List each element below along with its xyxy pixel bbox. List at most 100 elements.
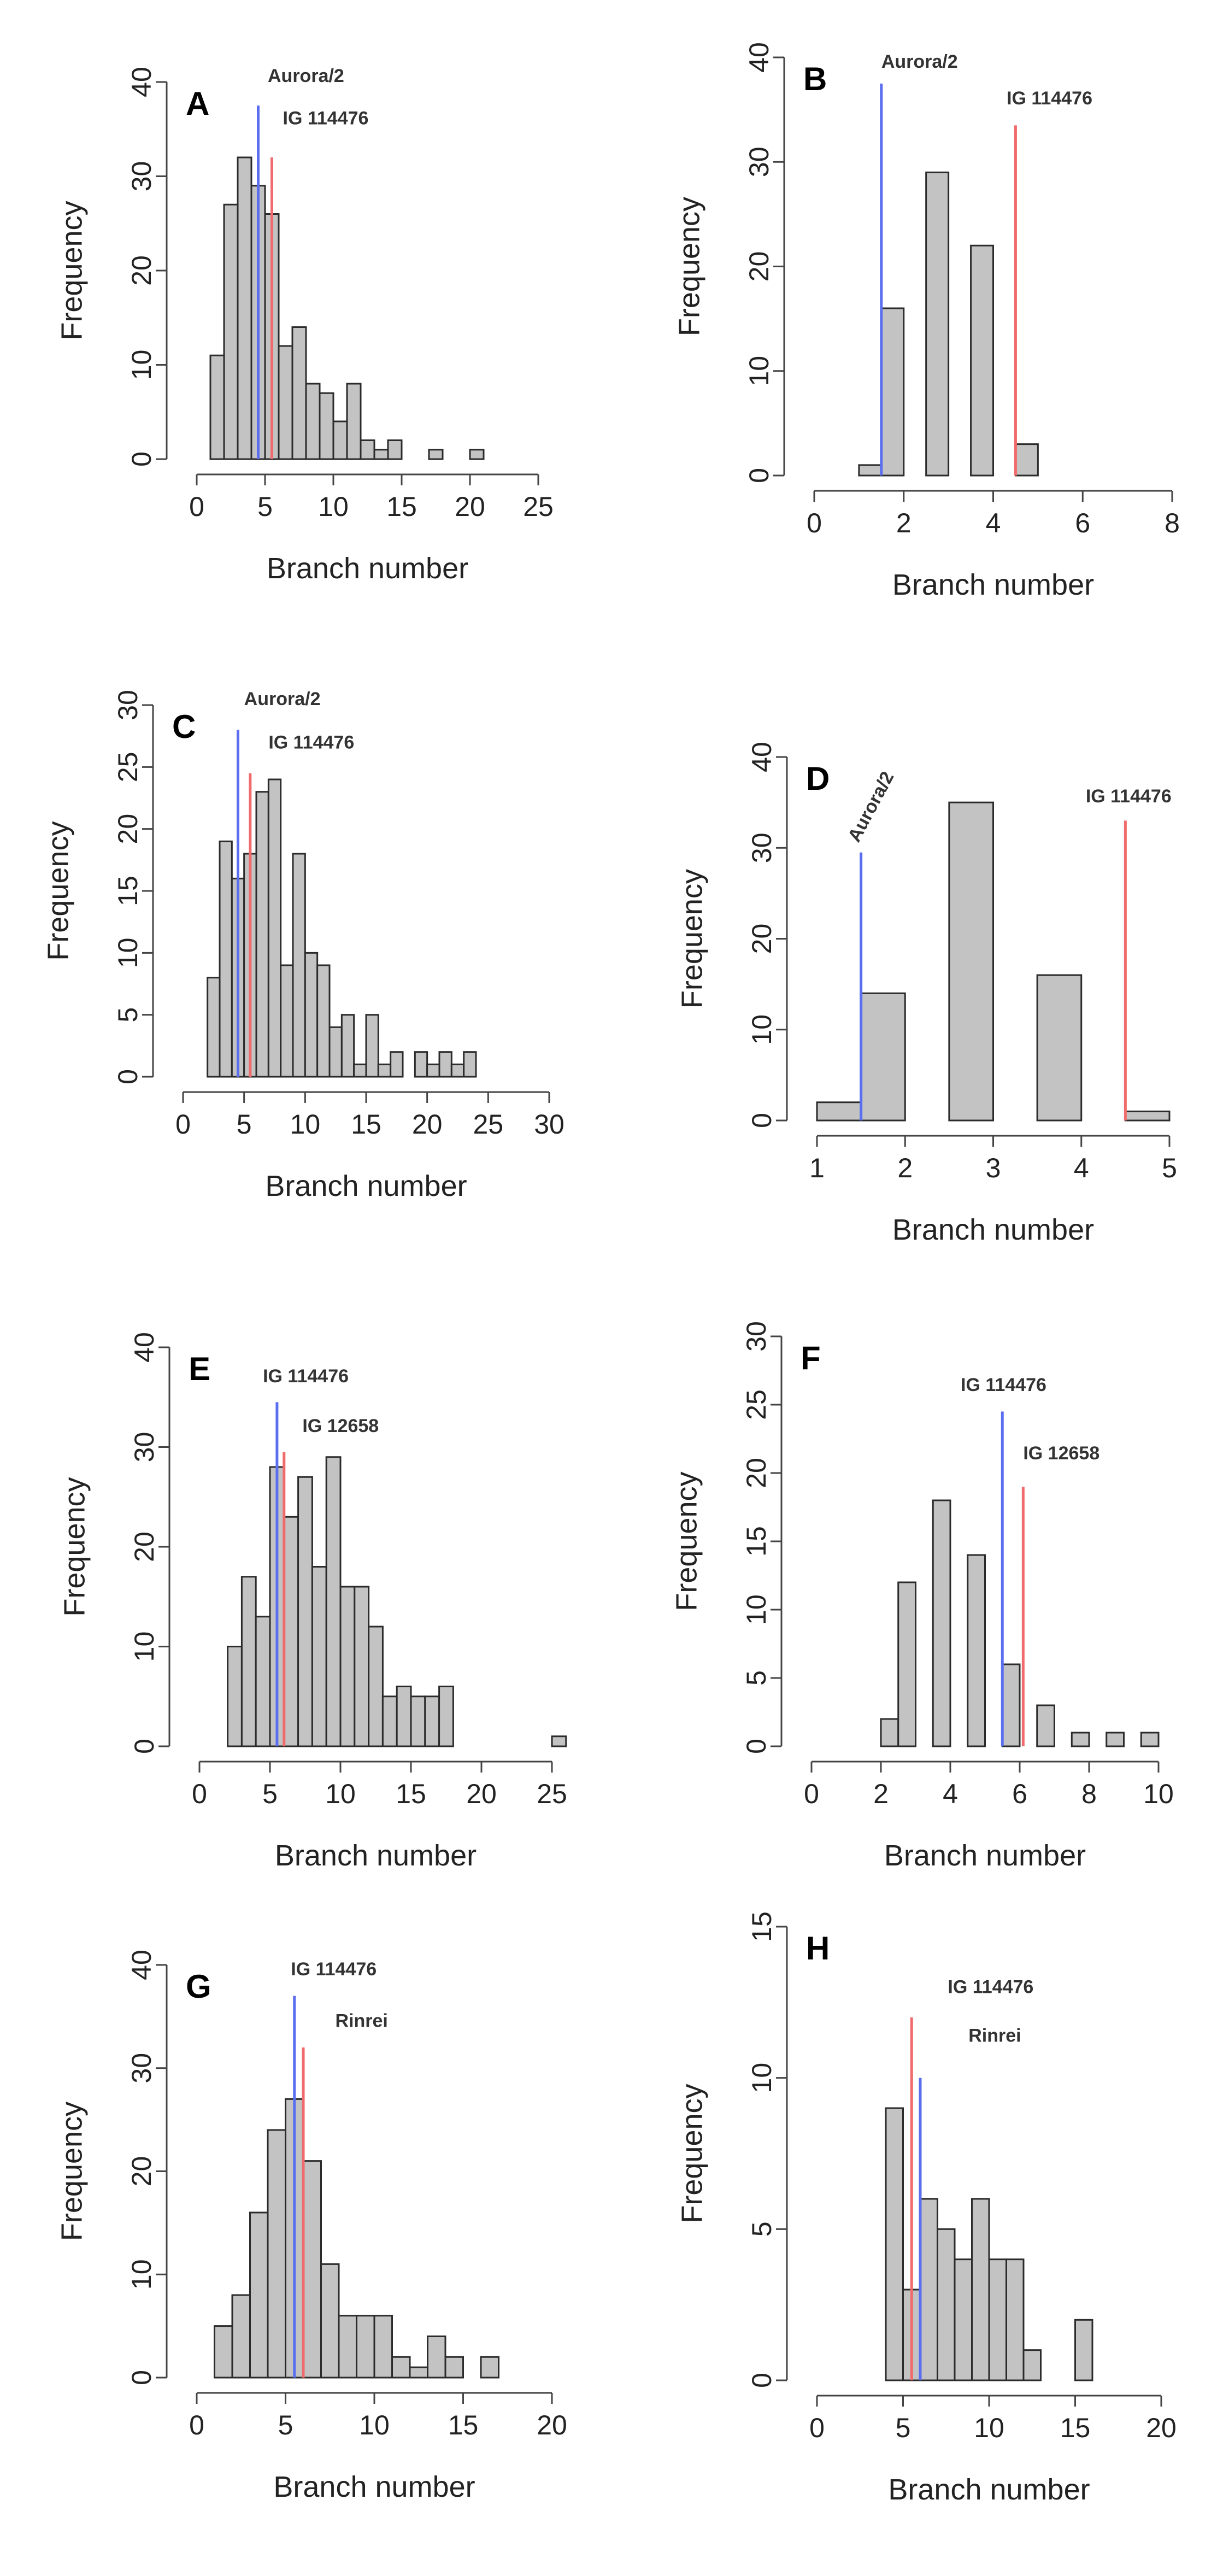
histogram-bar [237,156,252,460]
histogram-bar [390,1051,404,1078]
histogram-bar [267,2129,286,2379]
histogram-bar [320,2263,340,2379]
y-tick-label: 0 [126,2370,157,2385]
histogram-bar [954,2258,973,2381]
panel-e: IG 114476 IG 12658 0 5 10 15 20 25 Branch number… [58,1332,567,1872]
x-tick-label: 0 [189,491,204,522]
y-tick-label: 15 [746,1911,777,1942]
histogram-bar [381,1695,398,1747]
histogram-bar [291,326,307,460]
histogram-bar [340,1014,355,1078]
y-tick-label: 5 [113,1007,143,1023]
x-tick-label: 4 [943,1779,958,1809]
x-tick-label: 1 [809,1153,825,1183]
histogram-bar [353,1063,367,1078]
x-axis: 0 2 4 6 8 Branch number [807,490,1180,601]
y-tick-label: 30 [129,1432,160,1463]
x-tick-label: 15 [351,1109,381,1140]
panel-label: H [806,1930,830,1967]
x-axis-title: Branch number [892,1213,1094,1246]
histogram-bar [267,778,282,1078]
y-tick-label: 30 [126,161,157,192]
reference-line-label: IG 114476 [1086,786,1172,807]
y-tick-label: 20 [126,2156,157,2187]
histogram-bar [377,1063,392,1078]
histogram-bar [227,1646,243,1747]
histogram-bar [373,2315,393,2379]
x-tick-label: 4 [1074,1153,1089,1183]
x-tick-label: 25 [473,1109,504,1140]
panel-label: C [172,708,196,745]
x-axis-title: Branch number [892,568,1094,601]
x-axis: 0 5 10 15 20 25 Branch number [192,1761,567,1872]
histogram-bar [302,2160,322,2379]
y-tick-label: 20 [741,1458,772,1488]
x-tick-label: 2 [873,1779,889,1809]
x-tick-label: 20 [1146,2413,1177,2443]
y-tick-label: 20 [746,924,777,954]
x-tick-label: 15 [396,1779,426,1809]
histogram-bar [240,1576,257,1747]
y-tick-label: 30 [741,1321,772,1352]
y-axis: 0 5 10 15 20 25 30 Frequency [42,690,154,1084]
y-tick-label: 25 [741,1389,772,1420]
x-tick-label: 0 [189,2410,204,2440]
y-tick-label: 0 [741,1739,772,1754]
x-axis-title: Branch number [888,2473,1090,2506]
y-tick-label: 40 [744,42,774,73]
x-axis: 0 5 10 15 20 25 Branch number [189,473,554,585]
histogram-bar [426,1063,440,1078]
y-axis: 0 5 10 15 20 25 30 Frequency [670,1321,783,1754]
panel-g: IG 114476 Rinrei 0 5 10 15 20 Branch number 0 10 2… [55,1950,567,2503]
y-axis-title: Frequency [675,869,708,1008]
histogram-bar [223,203,239,460]
y-tick-label: 0 [746,1113,777,1128]
y-tick-label: 0 [113,1069,143,1084]
y-tick-label: 10 [126,350,157,380]
x-tick-label: 10 [974,2413,1004,2443]
histogram-bar [1014,443,1039,477]
y-tick-label: 40 [746,742,777,772]
y-tick-label: 40 [126,1950,157,1980]
histogram-bar [249,2211,269,2379]
histogram-bar [1105,1732,1125,1747]
y-tick-label: 10 [113,938,143,969]
panel-a: Aurora/2 IG 114476 0 5 10 15 20 25 Branch number… [55,66,554,585]
histogram-bar [409,2366,428,2379]
histogram-bar [480,2356,499,2379]
x-tick-label: 0 [175,1109,191,1140]
x-tick-label: 20 [412,1109,443,1140]
reference-line-label: Aurora/2 [844,768,898,845]
histogram-bar [551,1735,567,1747]
panel-label: D [806,760,830,797]
histogram-bar [339,1586,356,1747]
x-tick-label: 6 [1075,508,1090,538]
x-tick-label: 0 [192,1779,207,1809]
reference-line-label: IG 114476 [268,732,354,753]
panel-b: Aurora/2 IG 114476 0 2 4 6 8 Branch number 0 10 20… [673,42,1180,601]
x-axis: 0 2 4 6 8 10 Branch number [804,1761,1174,1872]
x-tick-label: 10 [290,1109,321,1140]
x-axis-title: Branch number [884,1839,1086,1872]
y-tick-label: 0 [744,468,774,483]
x-axis-title: Branch number [275,1839,477,1872]
histogram-bar [919,2198,938,2381]
x-axis: 0 5 10 15 20 25 30 Branch number [175,1091,564,1202]
histogram-bar [932,1499,951,1747]
y-tick-label: 20 [113,814,143,844]
x-tick-label: 10 [1143,1779,1174,1809]
reference-line-label: IG 114476 [283,108,369,129]
x-tick-label: 25 [523,491,554,522]
reference-line-label: IG 114476 [263,1366,349,1387]
panel-h: IG 114476 Rinrei 0 5 10 15 20 Branch number 0 5 10… [675,1911,1177,2506]
x-tick-label: 15 [448,2410,479,2440]
y-tick-label: 5 [746,2221,777,2237]
x-tick-label: 2 [896,508,912,538]
y-tick-label: 20 [129,1531,160,1562]
y-tick-label: 10 [746,1014,777,1045]
y-tick-label: 40 [129,1332,160,1363]
reference-line-label: IG 114476 [961,1375,1046,1395]
panel-d: Aurora/2 IG 114476 1 2 3 4 5 Branch number 0 10 20… [675,742,1177,1246]
histogram-bar [354,1586,370,1747]
